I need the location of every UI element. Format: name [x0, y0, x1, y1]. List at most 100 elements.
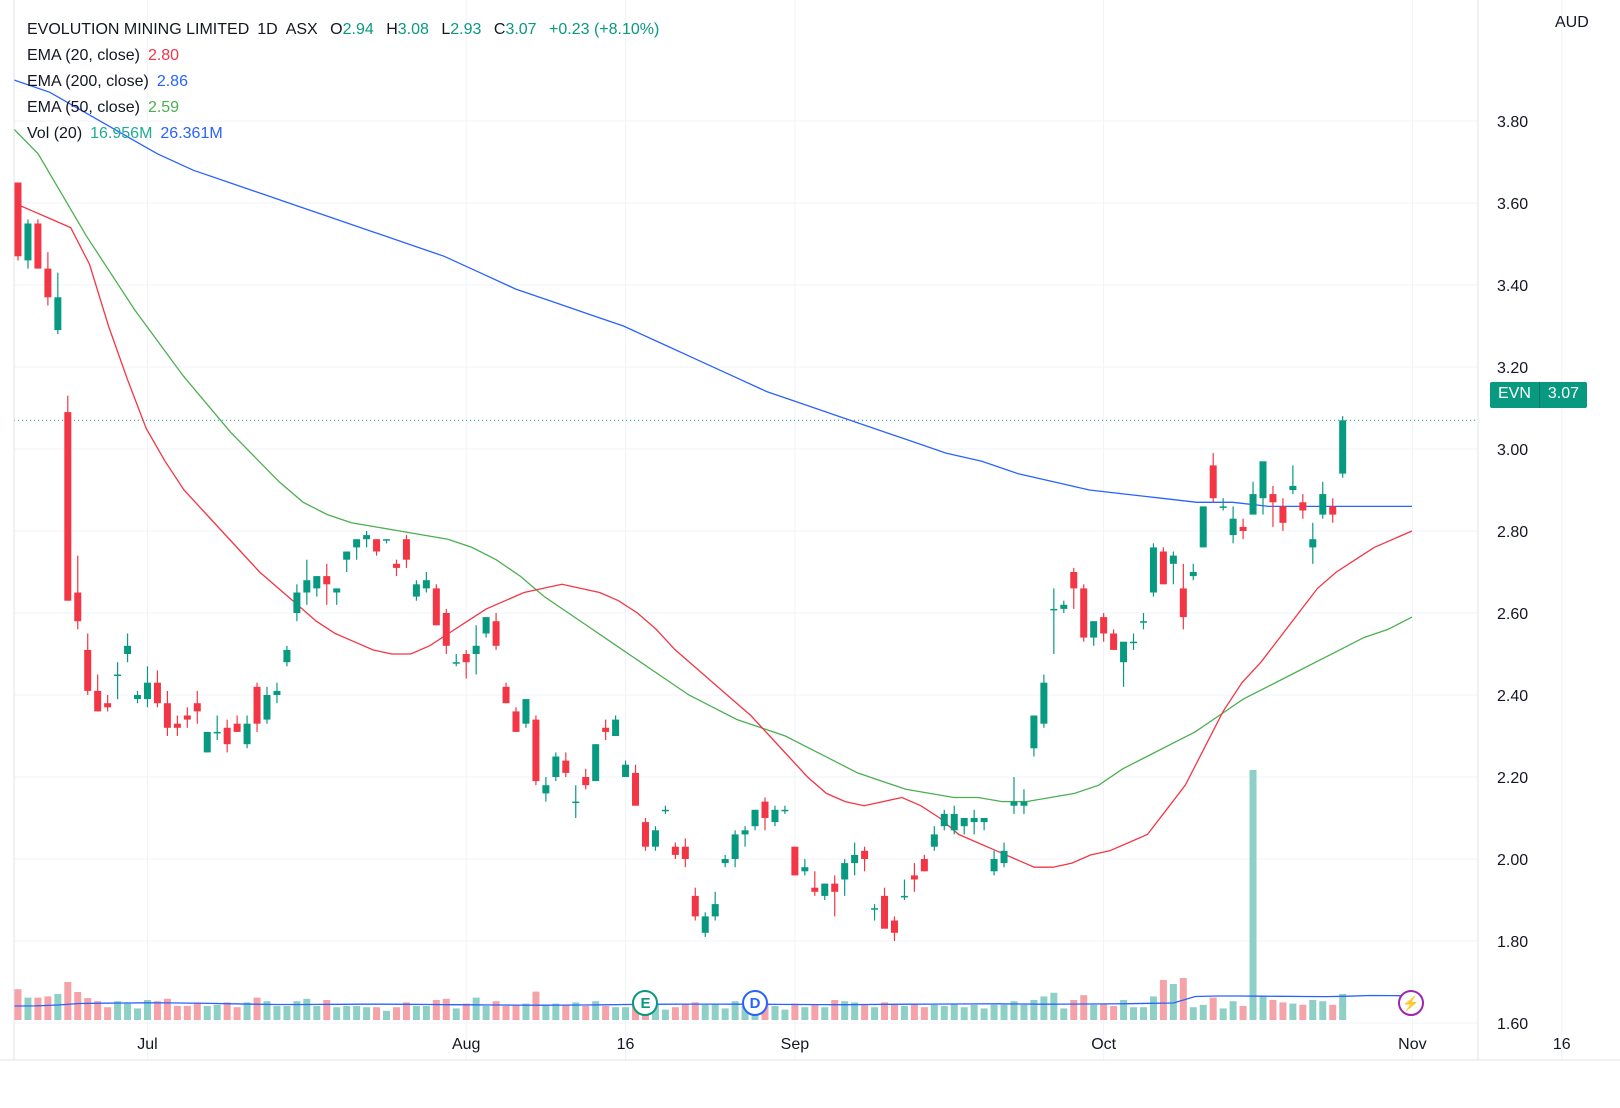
candle-body	[622, 764, 630, 777]
volume-bar	[54, 994, 62, 1020]
volume-bar	[950, 1003, 958, 1020]
price-tag-value: 3.07	[1538, 382, 1588, 408]
candle-body	[681, 846, 689, 859]
volume-bar	[293, 1001, 301, 1020]
candle-body	[841, 863, 849, 880]
candle-body	[1040, 682, 1048, 724]
candle-body	[223, 727, 231, 745]
volume-bar	[1179, 978, 1187, 1020]
candle-body	[801, 867, 809, 872]
interval[interactable]: 1D	[257, 21, 278, 38]
candle-body	[761, 801, 769, 818]
volume-bar	[970, 1004, 978, 1020]
candle-body	[791, 846, 799, 876]
candle-body	[193, 703, 201, 712]
candle-body	[1299, 502, 1307, 511]
candle-body	[1010, 801, 1018, 806]
candle-body	[1239, 526, 1247, 531]
volume-bar	[1090, 1004, 1098, 1020]
volume-bar	[671, 1007, 679, 1020]
volume-bar	[572, 1002, 580, 1020]
earnings-marker[interactable]: E	[632, 990, 659, 1016]
volume-bar	[233, 1007, 241, 1020]
volume-value: 16.956M	[90, 125, 153, 142]
volume-bar	[1289, 1003, 1297, 1020]
candle-body	[363, 535, 371, 540]
price-tick-label: 1.80	[1497, 934, 1528, 951]
volume-bar	[1339, 994, 1347, 1020]
close-value: 3.07	[505, 21, 537, 38]
volume-bar	[871, 1007, 879, 1020]
candle-body	[1120, 641, 1128, 663]
volume-bar	[881, 1002, 889, 1020]
price-axis: 1.60 1.80 2.00 2.20 2.40 2.60 2.80 3.00 3.20 3.40…	[0, 0, 1620, 1061]
volume-bar	[114, 1001, 122, 1020]
dividend-marker[interactable]: D	[742, 990, 769, 1016]
symbol-name[interactable]: EVOLUTION MINING LIMITED	[27, 21, 250, 38]
volume-bar	[84, 998, 92, 1020]
candle-body	[183, 715, 191, 720]
candle-body	[233, 723, 241, 732]
candle-body	[173, 723, 181, 728]
price-tick-label: 3.60	[1497, 196, 1528, 213]
candle-body	[353, 539, 361, 548]
currency-label[interactable]: AUD	[1555, 14, 1589, 31]
candle-body	[163, 703, 171, 728]
candles	[14, 182, 1347, 941]
volume-bar	[253, 997, 261, 1020]
ema200-line	[13, 79, 1412, 508]
volume-bar	[193, 1002, 201, 1020]
volume-bar	[602, 1006, 610, 1020]
candle-body	[1020, 801, 1028, 806]
candle-body	[432, 588, 440, 626]
candle-body	[1060, 604, 1068, 609]
volume-bar	[1209, 997, 1217, 1020]
candle-body	[273, 690, 281, 695]
candle-body	[572, 801, 580, 804]
candle-body	[1309, 539, 1317, 548]
volume-bar	[1110, 1006, 1118, 1020]
time-tick-label: 16	[1553, 1036, 1571, 1053]
candle-body	[542, 785, 550, 794]
candle-body	[1209, 465, 1217, 499]
volume-bar	[472, 997, 480, 1020]
ema50-row[interactable]: EMA (50, close) 2.59	[27, 95, 667, 121]
lightning-icon[interactable]: ⚡	[1398, 990, 1424, 1016]
candle-body	[1289, 485, 1297, 490]
ema200-row[interactable]: EMA (200, close) 2.86	[27, 69, 667, 95]
volume-bar	[1130, 1007, 1138, 1020]
candle-body	[14, 182, 22, 257]
volume-bar	[1199, 1004, 1207, 1020]
candle-body	[910, 875, 918, 880]
volume-ma-line	[13, 994, 1415, 1007]
volume-row[interactable]: Vol (20) 16.956M 26.361M	[27, 121, 667, 147]
candle-body	[881, 895, 889, 929]
volume-bar	[651, 1004, 659, 1020]
volume-ma-value: 26.361M	[160, 125, 223, 142]
volume-bar	[841, 1001, 849, 1020]
symbol-row[interactable]: EVOLUTION MINING LIMITED 1D ASX O2.94 H3.0…	[27, 17, 667, 43]
candle-body	[1070, 572, 1078, 589]
candle-body	[1080, 588, 1088, 638]
volume-bar	[711, 1003, 719, 1020]
candle-body	[920, 859, 928, 872]
candle-body	[383, 539, 391, 541]
candle-body	[512, 711, 520, 732]
volume-bar	[990, 1004, 998, 1020]
ema20-row[interactable]: EMA (20, close) 2.80	[27, 43, 667, 69]
time-tick-label: Nov	[1398, 1036, 1426, 1053]
candle-body	[592, 744, 600, 782]
time-axis: JulAug16SepOctNov16Dec202	[137, 1036, 1571, 1053]
volume-bar	[1279, 1002, 1287, 1020]
volume-bar	[502, 1006, 510, 1020]
candle-body	[263, 695, 271, 720]
volume-bar	[263, 1001, 271, 1020]
volume-bar	[721, 1008, 729, 1020]
volume-bar	[1249, 770, 1257, 1020]
candle-body	[402, 539, 410, 560]
time-tick-label: Jul	[137, 1036, 157, 1053]
volume-bar	[1149, 996, 1157, 1020]
candle-body	[213, 731, 221, 734]
